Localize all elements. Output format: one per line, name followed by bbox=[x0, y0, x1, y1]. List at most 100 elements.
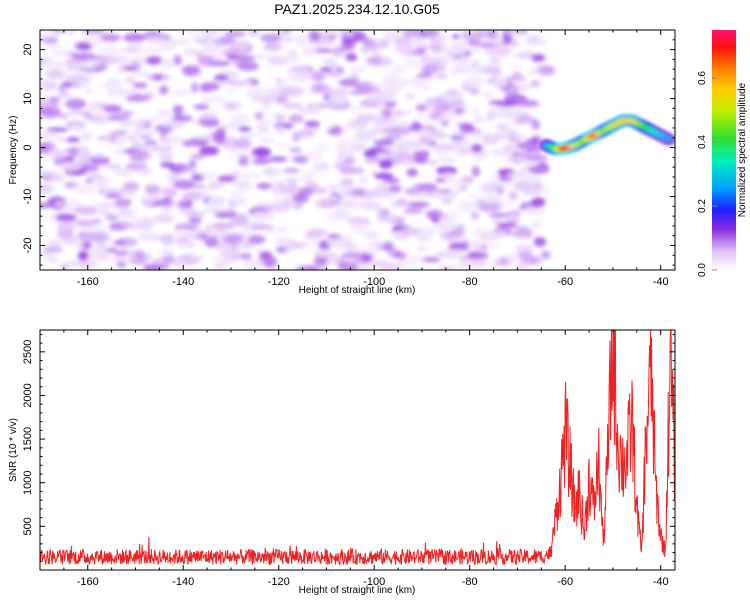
noise-blob bbox=[526, 35, 541, 41]
noise-blob bbox=[201, 44, 222, 53]
noise-blob bbox=[358, 175, 369, 184]
noise-blob bbox=[329, 63, 340, 72]
noise-blob bbox=[192, 183, 207, 190]
noise-blob bbox=[196, 172, 218, 178]
noise-blob bbox=[268, 203, 292, 212]
noise-blob bbox=[98, 33, 121, 42]
noise-blob bbox=[40, 202, 51, 209]
noise-blob bbox=[78, 77, 92, 87]
noise-blob bbox=[384, 100, 397, 108]
x-tick-label: -160 bbox=[77, 276, 99, 288]
noise-blob bbox=[481, 201, 503, 213]
noise-blob bbox=[45, 101, 61, 109]
noise-blob bbox=[403, 207, 424, 214]
noise-blob bbox=[373, 149, 392, 154]
noise-blob bbox=[525, 255, 540, 264]
noise-blob bbox=[143, 263, 163, 270]
noise-blob bbox=[388, 151, 401, 159]
noise-blob bbox=[190, 153, 206, 160]
noise-blob bbox=[189, 32, 209, 41]
noise-blob bbox=[325, 237, 349, 248]
noise-blob bbox=[172, 104, 184, 116]
noise-blob bbox=[288, 147, 302, 153]
noise-blob bbox=[274, 95, 289, 104]
noise-blob bbox=[66, 148, 79, 153]
noise-blob bbox=[458, 53, 471, 64]
noise-blob bbox=[414, 156, 426, 162]
noise-blob bbox=[190, 82, 200, 93]
noise-blob bbox=[412, 183, 435, 188]
noise-blob bbox=[438, 252, 451, 259]
noise-blob bbox=[251, 211, 276, 221]
noise-blob bbox=[445, 247, 469, 253]
noise-blob bbox=[382, 241, 395, 251]
noise-blob bbox=[406, 201, 430, 208]
colorbar-tick-label: 0.4 bbox=[697, 135, 708, 149]
noise-blob bbox=[63, 155, 75, 164]
noise-blob bbox=[137, 232, 160, 240]
noise-blob bbox=[460, 256, 470, 265]
noise-blob bbox=[328, 93, 350, 104]
noise-blob bbox=[216, 207, 236, 213]
noise-blob bbox=[101, 189, 111, 196]
noise-blob bbox=[152, 73, 163, 81]
noise-blob bbox=[488, 100, 506, 105]
noise-blob bbox=[239, 133, 257, 138]
noise-blob bbox=[144, 117, 159, 122]
x-tick-label: -40 bbox=[653, 276, 669, 288]
noise-blob bbox=[492, 258, 513, 267]
noise-blob bbox=[470, 88, 480, 95]
noise-blob bbox=[103, 164, 122, 169]
noise-blob bbox=[138, 134, 153, 140]
noise-blob bbox=[159, 135, 183, 146]
noise-blob bbox=[480, 91, 496, 99]
noise-blob bbox=[182, 48, 202, 56]
noise-blob bbox=[502, 32, 513, 44]
noise-blob bbox=[131, 71, 153, 77]
noise-blob bbox=[410, 60, 423, 69]
chart-title: PAZ1.2025.234.12.10.G05 bbox=[274, 1, 440, 17]
y-tick-label: -20 bbox=[22, 238, 34, 254]
spectrogram-frame bbox=[39, 29, 676, 271]
noise-blob bbox=[91, 102, 100, 113]
noise-blob bbox=[438, 55, 459, 65]
noise-blob bbox=[114, 250, 128, 257]
noise-blob bbox=[81, 111, 92, 119]
noise-blob bbox=[466, 251, 489, 259]
noise-blob bbox=[60, 161, 83, 172]
noise-blob bbox=[113, 111, 134, 118]
noise-blob bbox=[386, 86, 401, 94]
noise-blob bbox=[348, 65, 368, 74]
noise-blob bbox=[503, 143, 519, 152]
noise-blob bbox=[435, 73, 448, 79]
noise-blob bbox=[328, 184, 338, 192]
noise-blob bbox=[356, 262, 371, 270]
snr-background bbox=[40, 330, 675, 570]
noise-blob bbox=[487, 30, 497, 39]
noise-blob bbox=[55, 213, 77, 222]
noise-blob bbox=[408, 255, 424, 262]
noise-blob bbox=[506, 172, 526, 178]
noise-blob bbox=[515, 244, 534, 252]
noise-blob bbox=[325, 257, 337, 265]
noise-blob bbox=[295, 265, 319, 270]
noise-blob bbox=[471, 165, 481, 177]
noise-blob bbox=[504, 76, 528, 82]
y-tick-label: 2000 bbox=[22, 383, 34, 407]
colorbar-tick-label: 0.0 bbox=[697, 263, 708, 277]
noise-blob bbox=[66, 59, 78, 64]
noise-blob bbox=[181, 191, 203, 201]
noise-blob bbox=[96, 209, 113, 216]
y-tick-label: 1500 bbox=[22, 427, 34, 451]
noise-blob bbox=[480, 151, 492, 156]
noise-blob bbox=[324, 82, 334, 89]
noise-blob bbox=[162, 255, 175, 262]
noise-blob bbox=[236, 55, 256, 62]
signal-track bbox=[539, 114, 675, 155]
noise-blob bbox=[467, 39, 481, 46]
noise-blob bbox=[422, 45, 445, 51]
noise-blob bbox=[44, 133, 61, 140]
noise-blob bbox=[422, 256, 441, 263]
noise-blob bbox=[408, 121, 423, 132]
